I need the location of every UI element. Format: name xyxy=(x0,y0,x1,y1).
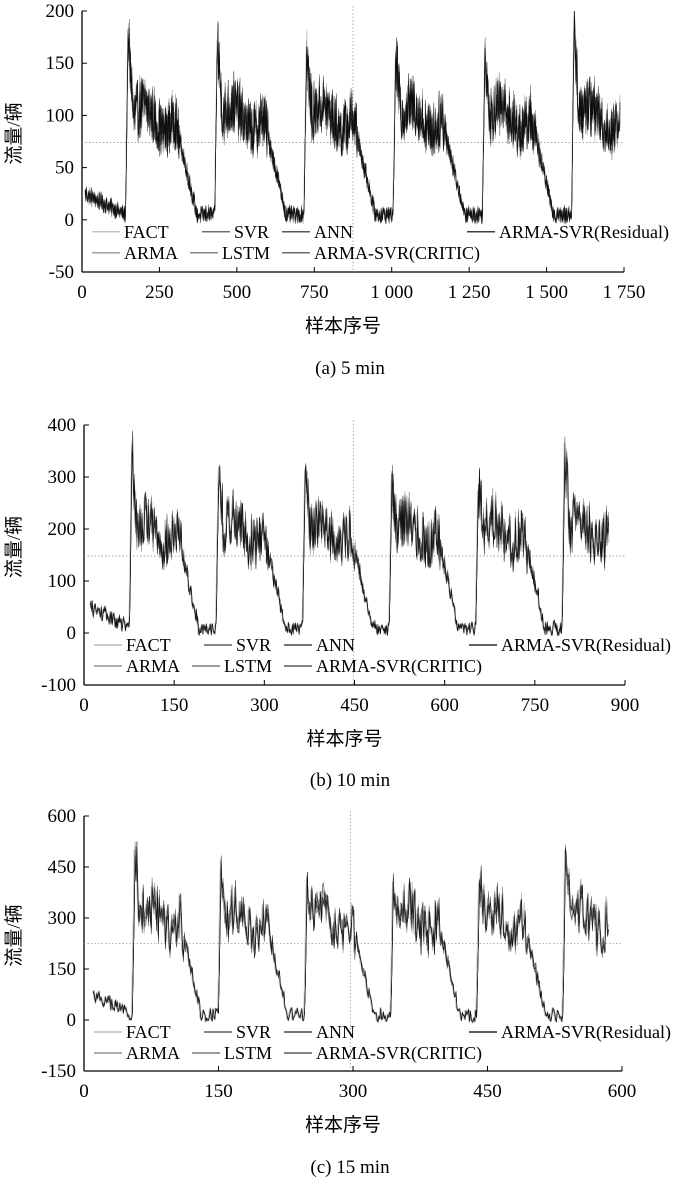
legend-item-residual: ARMA-SVR(Residual) xyxy=(469,1022,671,1043)
legend-label: ARMA-SVR(Residual) xyxy=(499,222,669,243)
x-tick-label: 750 xyxy=(300,282,329,303)
y-axis-title: 流量/辆 xyxy=(3,102,25,164)
legend-item-residual: ARMA-SVR(Residual) xyxy=(469,635,671,656)
y-axis-title: 流量/辆 xyxy=(3,516,25,578)
legend-label: ARMA xyxy=(124,243,178,263)
y-tick-label: 150 xyxy=(48,959,77,980)
x-tick-label: 150 xyxy=(204,1081,233,1102)
legend-item-fact: FACT xyxy=(92,222,169,242)
y-tick-label: 400 xyxy=(48,415,77,436)
x-tick-label: 500 xyxy=(223,282,252,303)
legend-label: LSTM xyxy=(224,656,272,676)
legend-item-svr: SVR xyxy=(204,1022,271,1042)
legend-item-ann: ANN xyxy=(284,635,355,655)
x-tick-label: 600 xyxy=(608,1081,637,1102)
x-tick-label: 150 xyxy=(160,695,189,716)
legend-item-fact: FACT xyxy=(94,1022,171,1042)
y-tick-label: 0 xyxy=(67,623,77,644)
legend-label: ANN xyxy=(316,635,355,655)
chart-caption: (c) 15 min xyxy=(310,1157,390,1178)
legend-item-ann: ANN xyxy=(284,1022,355,1042)
legend-label: ARMA xyxy=(126,656,180,676)
x-tick-label: 1 750 xyxy=(603,282,646,303)
x-tick-label: 0 xyxy=(79,1081,89,1102)
x-tick-label: 300 xyxy=(339,1081,368,1102)
legend-item-fact: FACT xyxy=(94,635,171,655)
y-tick-label: 100 xyxy=(48,571,77,592)
x-axis-title: 样本序号 xyxy=(305,315,381,337)
legend-item-arma: ARMA xyxy=(94,656,180,676)
series-line-critic xyxy=(92,849,609,1023)
legend-item-residual: ARMA-SVR(Residual) xyxy=(467,222,669,243)
y-tick-label: 100 xyxy=(46,105,75,126)
legend-item-lstm: LSTM xyxy=(190,243,270,263)
y-tick-label: -50 xyxy=(49,262,74,283)
y-tick-label: 0 xyxy=(65,210,75,231)
legend-label: FACT xyxy=(126,1022,171,1042)
legend-item-svr: SVR xyxy=(204,635,271,655)
legend-label: ANN xyxy=(314,222,353,242)
x-tick-label: 1 500 xyxy=(525,282,568,303)
series-line-residual xyxy=(92,841,609,1024)
x-tick-label: 1 000 xyxy=(370,282,413,303)
legend-label: SVR xyxy=(236,635,271,655)
x-tick-label: 600 xyxy=(430,695,459,716)
x-tick-label: 1 250 xyxy=(448,282,491,303)
legend-item-ann: ANN xyxy=(282,222,353,242)
x-tick-label: 300 xyxy=(250,695,279,716)
legend-label: ARMA-SVR(Residual) xyxy=(501,1022,671,1043)
y-tick-label: 50 xyxy=(55,158,74,179)
legend-label: ARMA-SVR(CRITIC) xyxy=(316,656,482,677)
legend-item-arma: ARMA xyxy=(94,1043,180,1063)
y-tick-label: 200 xyxy=(48,519,77,540)
legend-label: FACT xyxy=(124,222,169,242)
legend-item-lstm: LSTM xyxy=(192,656,272,676)
legend-item-lstm: LSTM xyxy=(192,1043,272,1063)
y-tick-label: 150 xyxy=(46,53,75,74)
legend-label: ANN xyxy=(316,1022,355,1042)
x-tick-label: 0 xyxy=(79,695,89,716)
y-tick-label: 0 xyxy=(67,1010,77,1031)
x-tick-label: 250 xyxy=(145,282,174,303)
legend-label: SVR xyxy=(236,1022,271,1042)
legend-label: LSTM xyxy=(222,243,270,263)
x-axis-title: 样本序号 xyxy=(305,1114,381,1136)
chart-panel-10min: -100 0 100 200 300 400 0 150 300 450 600 750 900 样本序号… xyxy=(0,395,700,795)
y-tick-label: -150 xyxy=(41,1061,76,1082)
x-tick-label: 450 xyxy=(340,695,369,716)
y-tick-label: 300 xyxy=(48,467,77,488)
y-tick-label: 450 xyxy=(48,857,77,878)
x-axis-title: 样本序号 xyxy=(306,728,382,750)
legend-label: FACT xyxy=(126,635,171,655)
legend-item-svr: SVR xyxy=(202,222,269,242)
x-tick-label: 450 xyxy=(473,1081,502,1102)
y-tick-label: 600 xyxy=(48,806,77,827)
series-line-residual xyxy=(89,450,610,636)
legend-label: LSTM xyxy=(224,1043,272,1063)
y-tick-label: 200 xyxy=(46,1,75,22)
y-axis-title: 流量/辆 xyxy=(3,904,25,966)
y-tick-label: 300 xyxy=(48,908,77,929)
legend-label: ARMA xyxy=(126,1043,180,1063)
x-tick-label: 900 xyxy=(611,695,640,716)
x-tick-label: 750 xyxy=(521,695,550,716)
chart-caption: (a) 5 min xyxy=(315,358,385,379)
legend-label: ARMA-SVR(CRITIC) xyxy=(314,243,480,264)
chart-caption: (b) 10 min xyxy=(310,770,391,791)
legend-label: SVR xyxy=(234,222,269,242)
legend-item-arma: ARMA xyxy=(92,243,178,263)
x-tick-label: 0 xyxy=(77,282,87,303)
legend-item-critic: ARMA-SVR(CRITIC) xyxy=(284,1043,482,1064)
legend-label: ARMA-SVR(Residual) xyxy=(501,635,671,656)
chart-panel-15min: -150 0 150 300 450 600 0 150 300 450 600 样本序号 流量/辆 (c… xyxy=(0,795,700,1188)
y-tick-label: -100 xyxy=(41,675,76,696)
legend-label: ARMA-SVR(CRITIC) xyxy=(316,1043,482,1064)
legend-item-critic: ARMA-SVR(CRITIC) xyxy=(284,656,482,677)
legend-item-critic: ARMA-SVR(CRITIC) xyxy=(282,243,480,264)
chart-panel-5min: -50 0 50 100 150 200 0 250 500 750 1 000 1 250 1 500… xyxy=(0,0,700,390)
series-line-residual xyxy=(84,10,621,225)
